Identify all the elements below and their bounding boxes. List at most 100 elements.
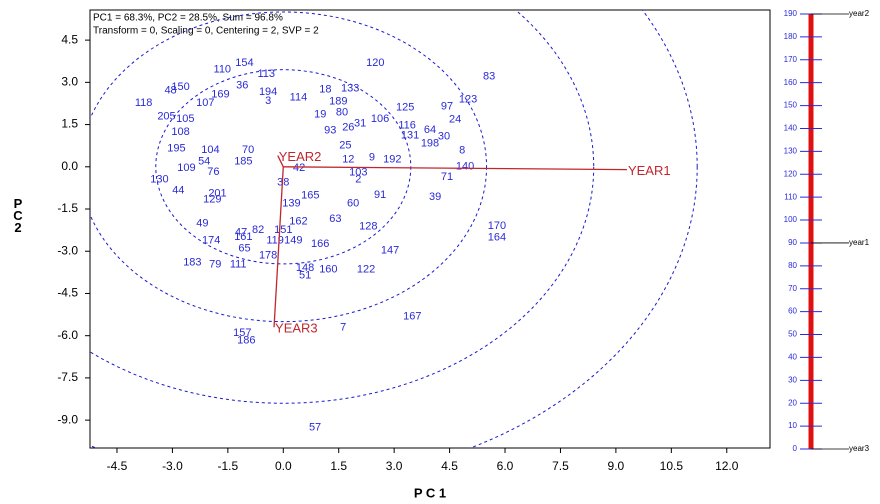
scale-tick-label: 150	[784, 101, 798, 110]
y-tick-label: -6.0	[57, 328, 78, 342]
scale-tick-label: 30	[788, 375, 797, 384]
y-tick-label: -9.0	[57, 412, 78, 426]
genotype-label: 48	[164, 85, 176, 97]
genotype-label: 174	[202, 235, 220, 247]
x-tick-label: -4.5	[107, 459, 128, 473]
genotype-label: 186	[237, 335, 255, 347]
annotation: PC1 = 68.3%, PC2 = 28.5%, Sum = 96.8%	[93, 13, 283, 24]
circle	[155, 69, 412, 265]
scale-tick-label: 10	[788, 421, 797, 430]
scale-tick-label: 50	[788, 330, 797, 339]
genotype-label: 198	[421, 138, 439, 150]
genotype-label: 147	[381, 245, 399, 257]
genotype-label: 44	[172, 185, 184, 197]
x-tick-label: 12.0	[715, 459, 739, 473]
x-tick-label: 1.5	[330, 459, 347, 473]
genotype-label: 47	[235, 227, 247, 239]
scale-marker-label: year1	[849, 238, 870, 247]
scale-tick-label: 90	[788, 238, 797, 247]
genotype-label: 201	[208, 188, 226, 200]
genotype-label: 54	[198, 156, 210, 168]
scale-tick-label: 80	[788, 261, 797, 270]
genotype-label: 205	[157, 111, 175, 123]
genotype-label: 83	[483, 71, 495, 83]
scale-tick-label: 70	[788, 284, 797, 293]
genotype-label: 139	[282, 198, 300, 210]
genotype-label: 2	[355, 174, 361, 186]
genotype-label: 131	[401, 130, 419, 142]
x-tick-label: -3.0	[162, 459, 183, 473]
genotype-label: 113	[258, 68, 276, 80]
y-tick-label: 1.5	[61, 117, 78, 131]
genotype-label: 107	[196, 97, 214, 109]
genotype-label: 18	[319, 84, 331, 96]
genotype-label: 110	[214, 64, 232, 76]
genotype-label: 167	[403, 311, 421, 323]
genotype-label: 128	[359, 221, 377, 233]
genotype-label: 122	[357, 264, 375, 276]
scale-marker-label: year3	[849, 444, 870, 453]
y-tick-label: -4.5	[57, 286, 78, 300]
x-tick-label: 4.5	[441, 459, 458, 473]
circle	[90, 10, 698, 448]
vector-label: YEAR3	[275, 321, 318, 336]
genotype-label: 183	[183, 257, 201, 269]
y-tick-label: -7.5	[57, 370, 78, 384]
scale-tick-label: 170	[784, 55, 798, 64]
genotype-label: 25	[339, 140, 351, 152]
genotype-label: 49	[196, 218, 208, 230]
genotype-label: 140	[456, 161, 474, 173]
genotype-label: 63	[329, 213, 341, 225]
genotype-label: 70	[242, 144, 254, 156]
y-tick-label: 4.5	[61, 32, 78, 46]
genotype-label: 189	[329, 96, 347, 108]
genotype-label: 133	[341, 83, 359, 95]
genotype-label: 150	[171, 81, 189, 93]
scale-tick-label: 130	[784, 146, 798, 155]
genotype-label: 36	[236, 80, 248, 92]
scale-marker-label: year2	[849, 9, 870, 18]
y-tick-label: 3.0	[61, 75, 78, 89]
scale-tick-label: 180	[784, 32, 798, 41]
genotype-label: 149	[284, 235, 302, 247]
genotype-label: 148	[296, 262, 314, 274]
genotype-label: 108	[171, 126, 189, 138]
y-tick-label: 0.0	[61, 159, 78, 173]
genotype-label: 164	[488, 232, 506, 244]
scale-tick-label: 60	[788, 307, 797, 316]
genotype-label: 119	[266, 235, 284, 247]
genotype-label: 154	[235, 57, 253, 69]
vector-label: YEAR2	[279, 149, 322, 164]
genotype-label: 80	[336, 107, 348, 119]
x-tick-label: 3.0	[386, 459, 403, 473]
vector-label: YEAR1	[628, 163, 671, 178]
vector	[273, 166, 284, 328]
genotype-label: 162	[289, 216, 307, 228]
genotype-label: 169	[211, 89, 229, 101]
x-tick-label: 6.0	[497, 459, 514, 473]
genotype-label: 57	[309, 422, 321, 434]
genotype-label: 7	[340, 322, 346, 334]
x-tick-label: 7.5	[552, 459, 569, 473]
scale-tick-label: 120	[784, 169, 798, 178]
genotype-label: 19	[314, 109, 326, 121]
genotype-label: 194	[259, 86, 277, 98]
genotype-label: 118	[135, 97, 153, 109]
genotype-label: 109	[177, 162, 195, 174]
vector	[283, 166, 627, 171]
genotype-label: 82	[252, 224, 264, 236]
circle	[90, 11, 487, 323]
genotype-label: 161	[234, 231, 252, 243]
genotype-label: 12	[342, 154, 354, 166]
genotype-label: 97	[441, 101, 453, 113]
genotype-label: 91	[374, 189, 386, 201]
scale-tick-label: 20	[788, 398, 797, 407]
genotype-label: 157	[233, 327, 251, 339]
genotype-label: 64	[424, 124, 436, 136]
x-tick-label: 9.0	[608, 459, 625, 473]
genotype-label: 166	[311, 238, 329, 250]
genotype-label: 9	[369, 152, 375, 164]
genotype-label: 103	[349, 167, 367, 179]
